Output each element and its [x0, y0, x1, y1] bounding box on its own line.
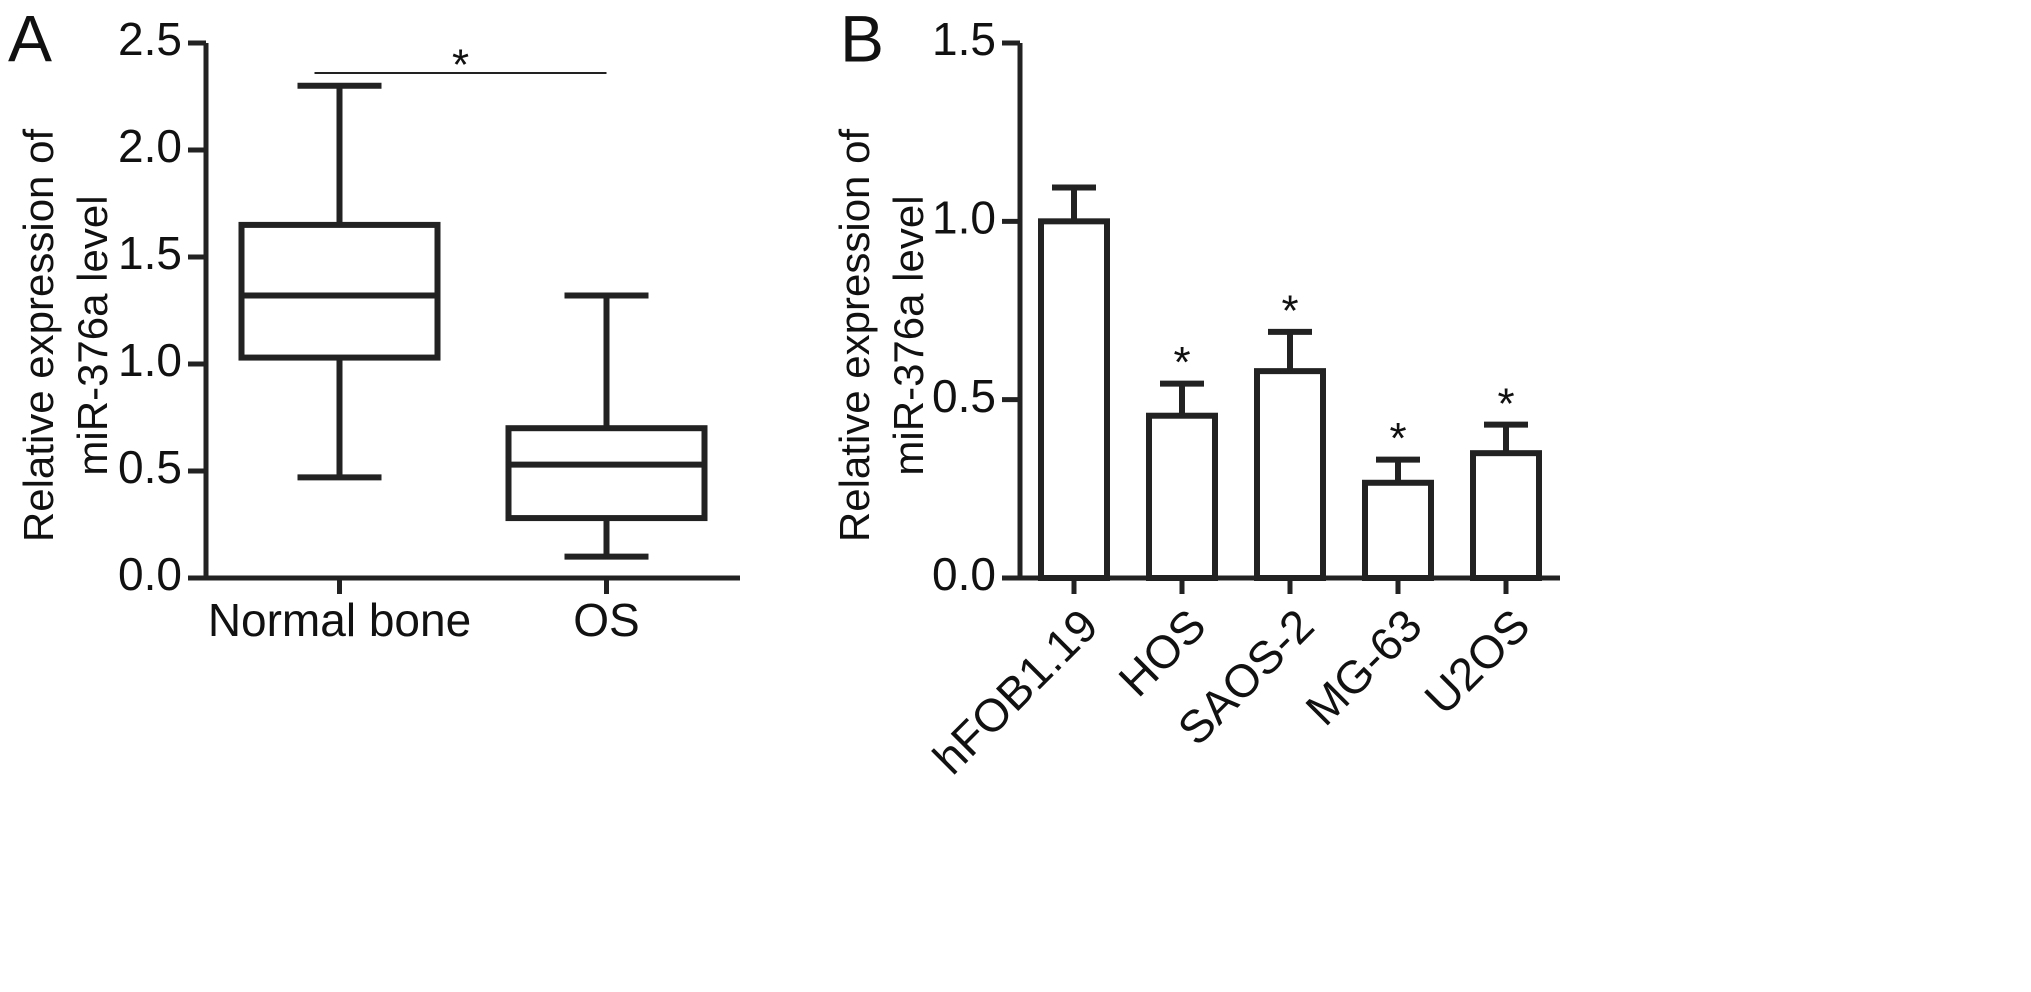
significance-star: * [1281, 287, 1298, 336]
bar [1254, 368, 1326, 581]
y-tick-label: 1.5 [932, 13, 996, 65]
bar [1038, 218, 1110, 581]
y-tick-label: 1.5 [118, 227, 182, 279]
bar [1146, 412, 1218, 582]
y-tick-label: 0.5 [932, 370, 996, 422]
significance-star: * [1497, 379, 1514, 428]
y-tick-label: 0.5 [118, 441, 182, 493]
x-tick-label: OS [573, 594, 639, 646]
significance-star: * [452, 41, 469, 90]
x-tick-label: hFOB1.19 [923, 599, 1108, 784]
box [505, 425, 708, 522]
panel-label: A [8, 1, 52, 75]
y-axis-label: miR-376a level [69, 195, 116, 475]
y-tick-label: 0.0 [118, 548, 182, 600]
y-tick-label: 1.0 [118, 334, 182, 386]
x-tick-label: Normal bone [208, 594, 471, 646]
box [238, 221, 441, 361]
panel-label: B [840, 1, 884, 75]
y-tick-label: 1.0 [932, 191, 996, 243]
y-axis-label: Relative expression of [15, 129, 62, 543]
bar [1362, 479, 1434, 581]
y-axis-label: miR-376a level [885, 195, 932, 475]
significance-star: * [1173, 338, 1190, 387]
y-tick-label: 2.0 [118, 120, 182, 172]
y-axis-label: Relative expression of [831, 129, 878, 543]
significance-star: * [1389, 414, 1406, 463]
y-tick-label: 2.5 [118, 13, 182, 65]
bar [1470, 450, 1542, 581]
y-tick-label: 0.0 [932, 548, 996, 600]
x-tick-label: MG-63 [1295, 599, 1431, 735]
x-tick-label: U2OS [1414, 599, 1539, 724]
